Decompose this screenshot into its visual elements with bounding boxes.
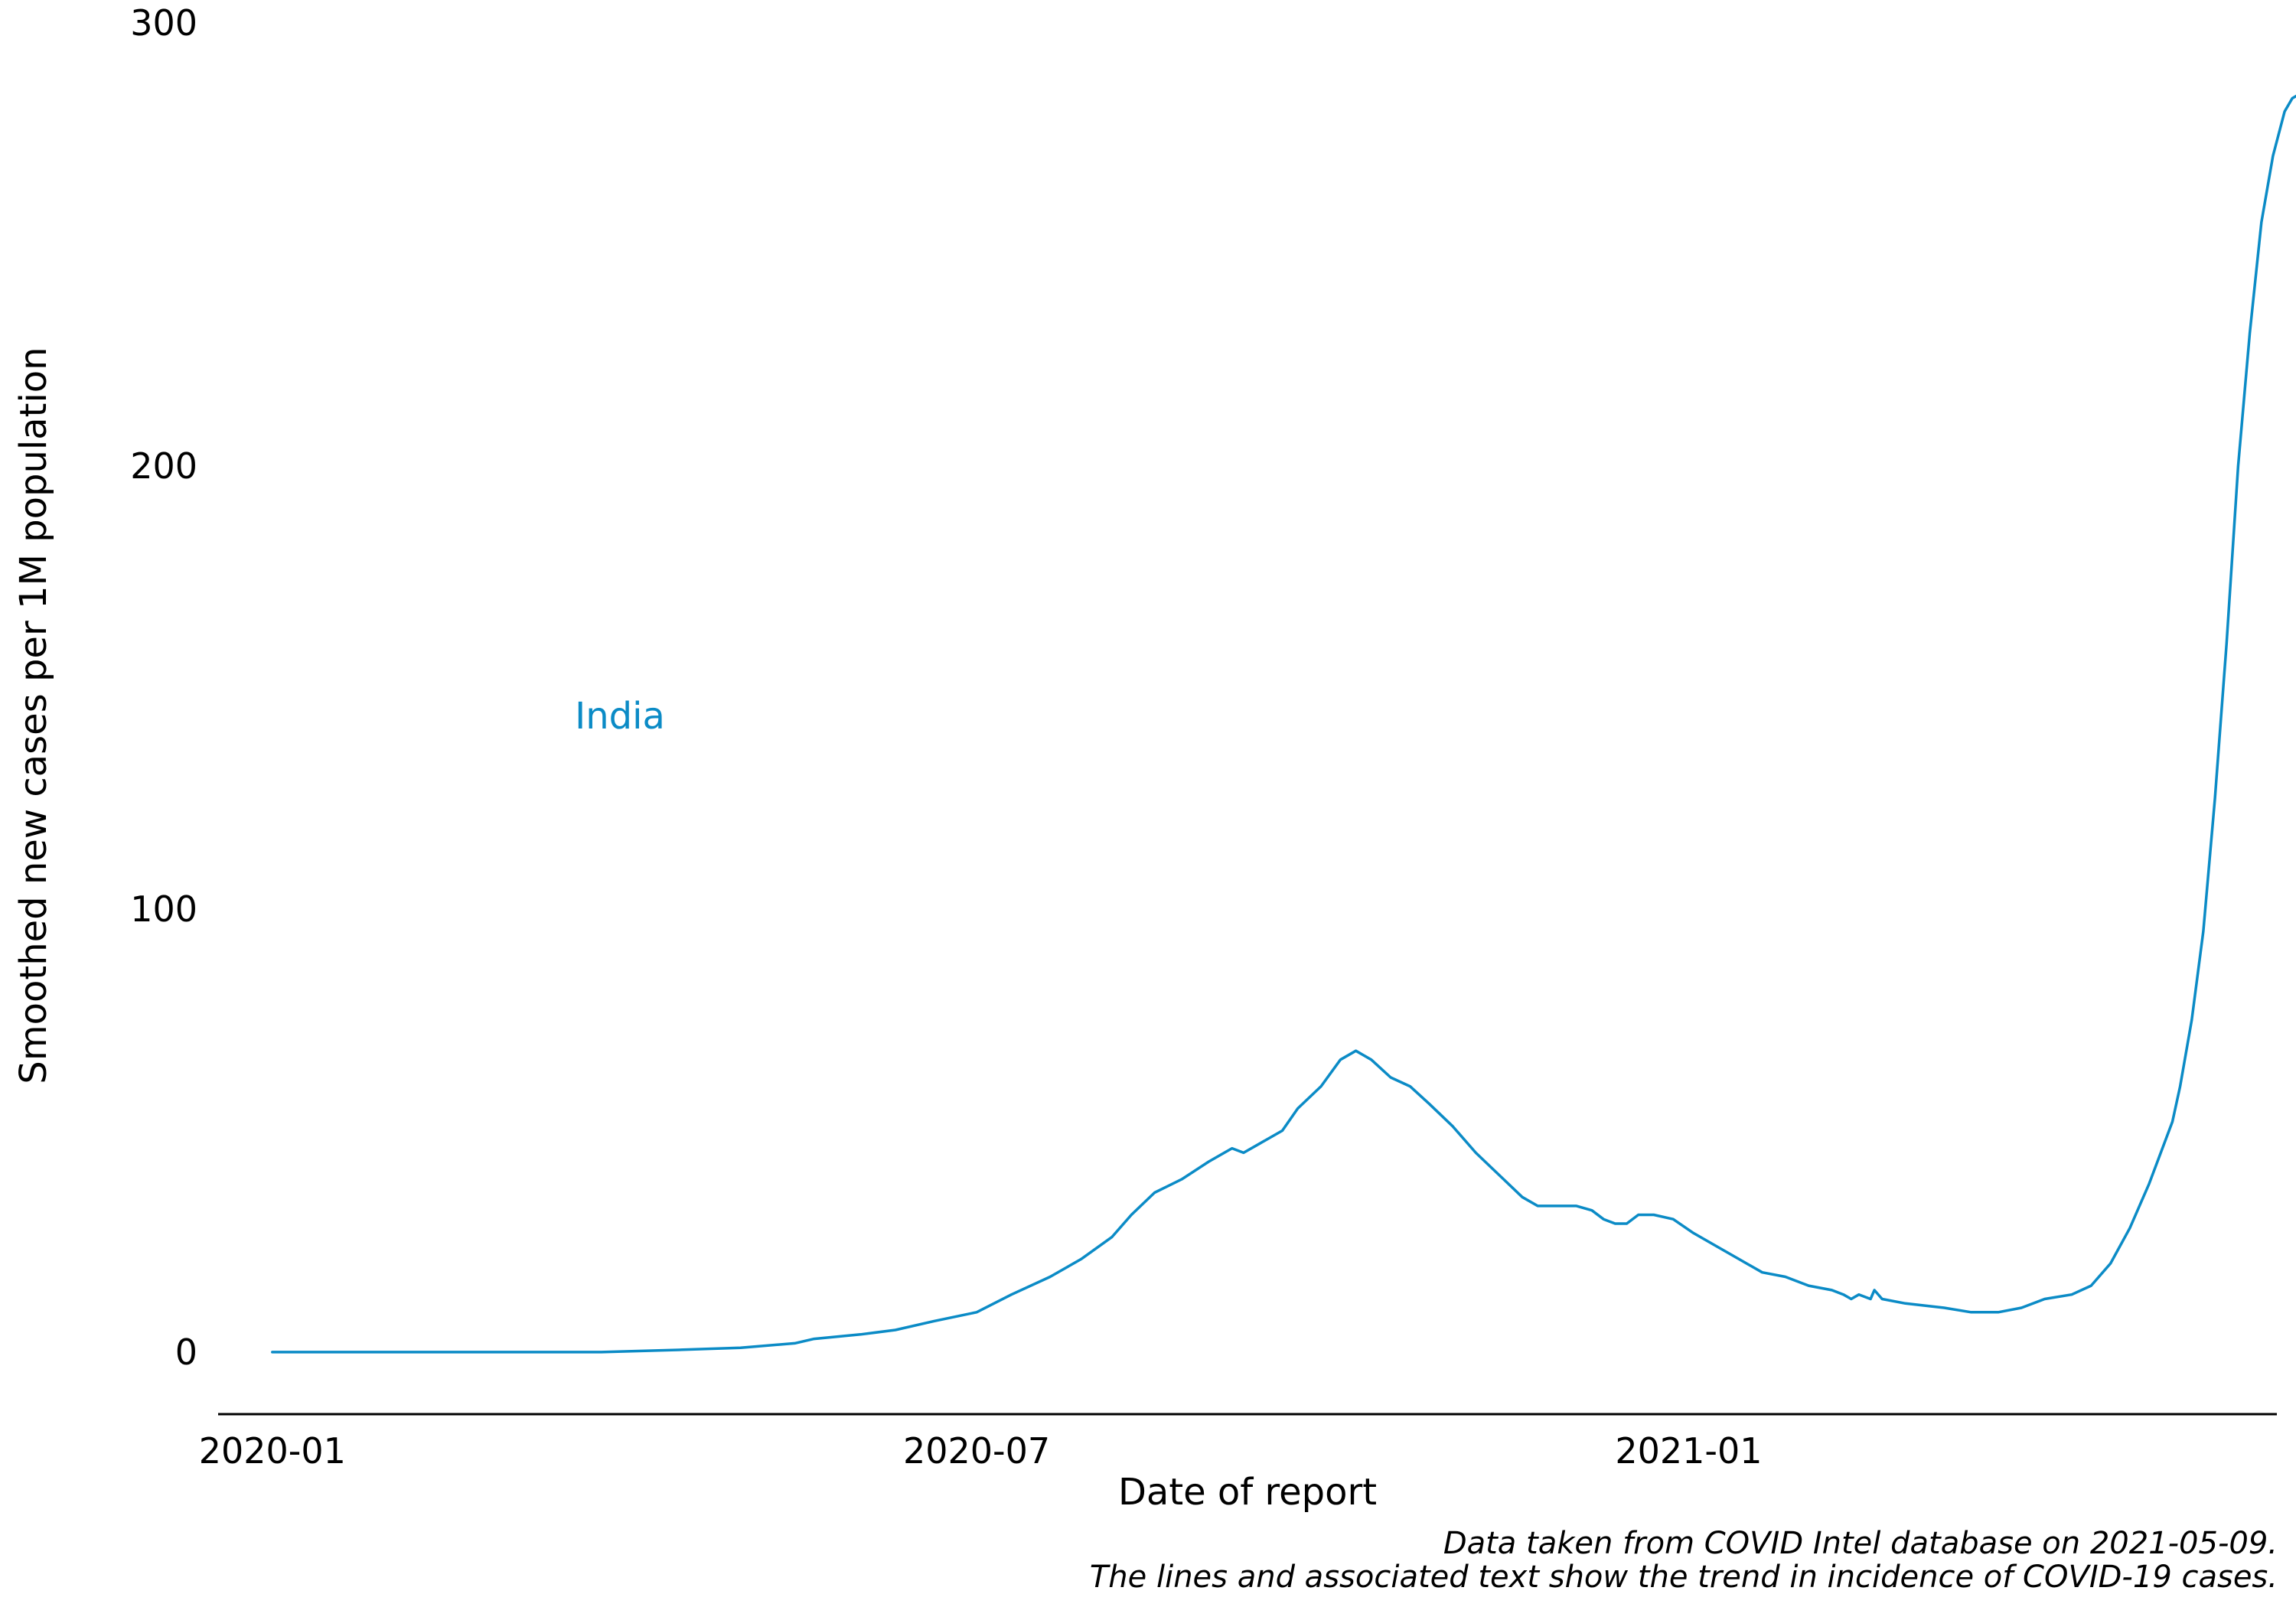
caption-line-2: The lines and associated text show the t… — [1090, 1560, 2278, 1595]
x-axis: 2020-01 2020-07 2021-01 — [199, 1413, 2277, 1472]
y-tick-label: 100 — [130, 888, 197, 930]
y-axis-label: Smoothed new cases per 1M population — [12, 347, 55, 1084]
y-tick-label: 0 — [175, 1332, 197, 1373]
y-tick-label: 300 — [130, 2, 197, 44]
y-axis: 0 100 200 300 — [130, 2, 197, 1373]
series-label-india: India — [575, 695, 665, 738]
y-tick-label: 200 — [130, 445, 197, 487]
x-tick-label: 2020-07 — [903, 1430, 1050, 1472]
x-tick-label: 2021-01 — [1615, 1430, 1762, 1472]
series-line-india — [271, 94, 2296, 1354]
plot-area: India — [271, 94, 2296, 1354]
x-axis-label: Date of report — [1118, 1471, 1377, 1514]
x-tick-label: 2020-01 — [199, 1430, 346, 1472]
caption-line-1: Data taken from COVID Intel database on … — [1443, 1526, 2278, 1561]
